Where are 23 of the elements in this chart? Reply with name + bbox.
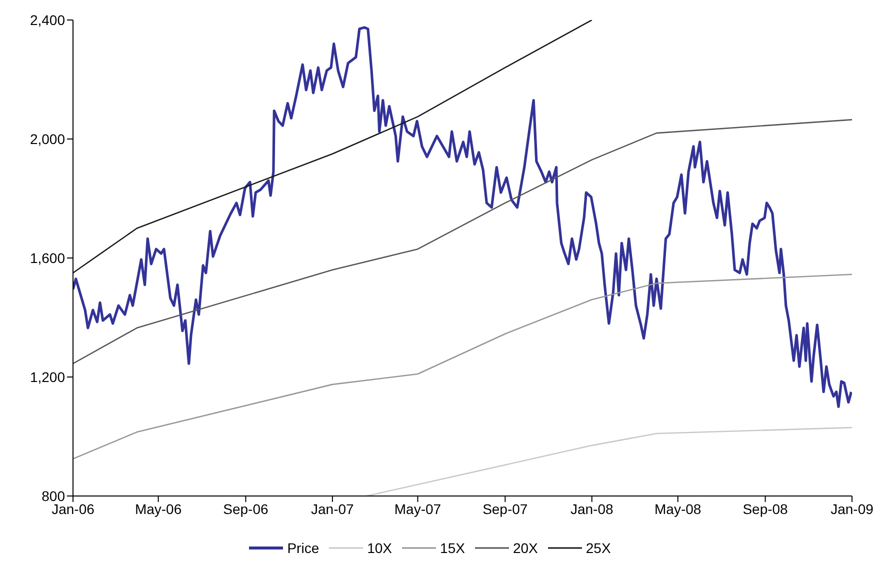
- legend-label: 25X: [586, 540, 611, 556]
- x-tick-label: Jan-07: [311, 500, 354, 517]
- x-tick-label: May-06: [134, 500, 182, 517]
- y-tick-label: 2,000: [30, 130, 66, 147]
- x-tick-label: May-07: [394, 500, 442, 517]
- line-series: [73, 119, 852, 364]
- y-tick-label: 1,600: [30, 250, 66, 266]
- line-series: [73, 20, 593, 274]
- legend-label: Price: [287, 540, 320, 556]
- x-tick-label: Jan-09: [830, 500, 874, 517]
- line-series: [73, 274, 852, 460]
- x-tick-label: May-08: [654, 500, 702, 517]
- x-tick-label: Sep-08: [742, 500, 788, 517]
- x-tick-label: Sep-07: [482, 500, 528, 517]
- legend-label: 10X: [367, 540, 392, 556]
- x-tick-label: Jan-08: [570, 500, 614, 517]
- legend-label: 20X: [512, 540, 538, 556]
- y-tick-label: 2,400: [30, 12, 66, 28]
- x-tick-label: Sep-06: [223, 500, 268, 517]
- y-tick-label: 1,200: [30, 368, 66, 385]
- line-series: [73, 26, 852, 408]
- line-series: [366, 426, 852, 496]
- legend-label: 15X: [440, 540, 465, 556]
